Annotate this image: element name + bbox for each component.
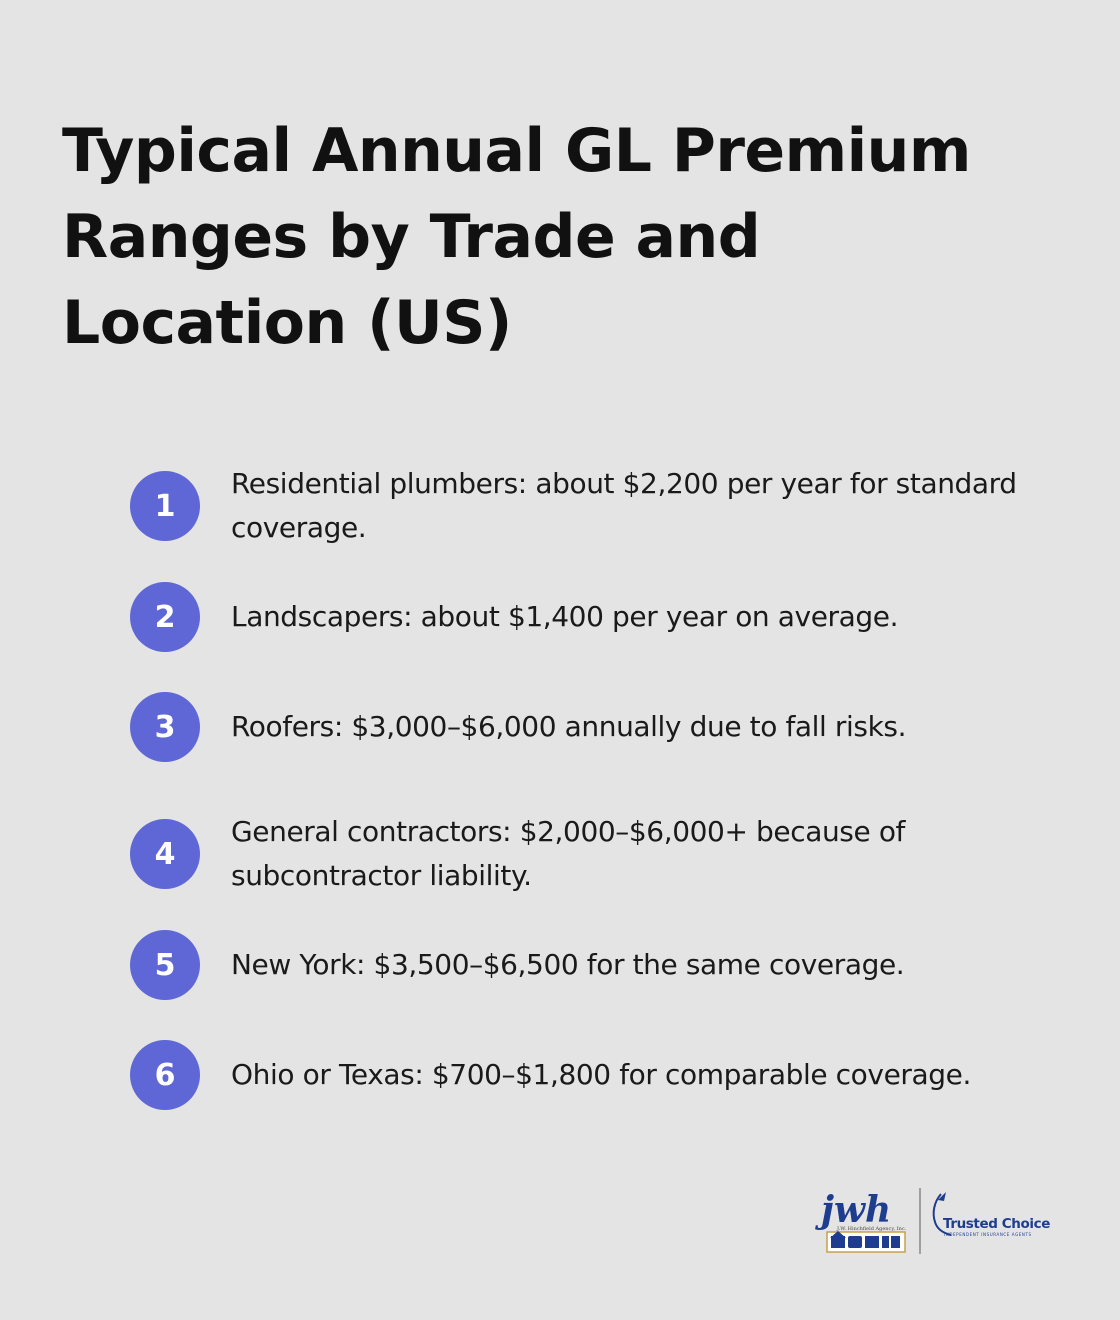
logo-group: jwh J.W. Hinchfield Agency, Inc. Trusted… bbox=[815, 1188, 1051, 1254]
list-item-text: Landscapers: about $1,400 per year on av… bbox=[231, 600, 899, 633]
svg-text:INDEPENDENT INSURANCE AGENTS: INDEPENDENT INSURANCE AGENTS bbox=[944, 1232, 1032, 1237]
jwh-logo: jwh J.W. Hinchfield Agency, Inc. bbox=[815, 1189, 907, 1253]
number-badge: 5 bbox=[130, 930, 200, 1000]
list-item-text: New York: $3,500–$6,500 for the same cov… bbox=[231, 948, 905, 981]
list-item: 5 New York: $3,500–$6,500 for the same c… bbox=[130, 930, 1031, 1000]
number-badge: 6 bbox=[130, 1040, 200, 1110]
list-item-text: Ohio or Texas: $700–$1,800 for comparabl… bbox=[231, 1058, 971, 1091]
number-badge: 4 bbox=[130, 819, 200, 889]
svg-text:jwh: jwh bbox=[815, 1189, 891, 1231]
list-item: 1 Residential plumbers: about $2,200 per… bbox=[130, 462, 1031, 550]
svg-text:Trusted Choice: Trusted Choice bbox=[943, 1216, 1050, 1232]
list-item-text: Residential plumbers: about $2,200 per y… bbox=[231, 467, 1017, 544]
list-item: 4 General contractors: $2,000–$6,000+ be… bbox=[130, 810, 1031, 898]
list-item-text: General contractors: $2,000–$6,000+ beca… bbox=[231, 815, 906, 892]
list-item: 2 Landscapers: about $1,400 per year on … bbox=[130, 582, 1031, 652]
page-title: Typical Annual GL Premium Ranges by Trad… bbox=[62, 116, 971, 358]
list-item-text: Roofers: $3,000–$6,000 annually due to f… bbox=[231, 710, 907, 743]
number-badge: 3 bbox=[130, 692, 200, 762]
list-item: 3 Roofers: $3,000–$6,000 annually due to… bbox=[130, 692, 1031, 762]
number-badge: 1 bbox=[130, 471, 200, 541]
list-item: 6 Ohio or Texas: $700–$1,800 for compara… bbox=[130, 1040, 1031, 1110]
footer-logos: jwh J.W. Hinchfield Agency, Inc. Trusted… bbox=[815, 1180, 1060, 1260]
number-badge: 2 bbox=[130, 582, 200, 652]
svg-text:J.W. Hinchfield Agency, Inc.: J.W. Hinchfield Agency, Inc. bbox=[836, 1226, 907, 1232]
trusted-choice-logo: Trusted Choice INDEPENDENT INSURANCE AGE… bbox=[932, 1192, 1051, 1237]
